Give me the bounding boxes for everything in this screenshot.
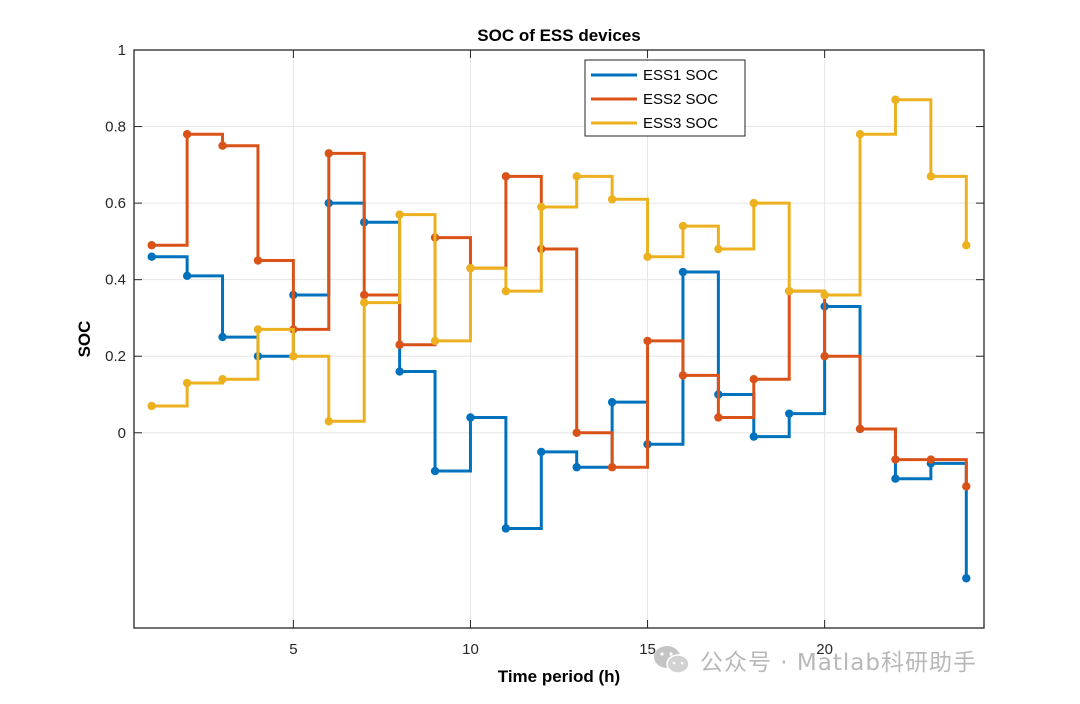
data-point-ess2 xyxy=(572,428,581,437)
y-tick-label: 0.8 xyxy=(105,119,126,136)
data-point-ess3 xyxy=(820,290,829,300)
data-point-ess3 xyxy=(289,352,298,361)
data-point-ess1 xyxy=(749,432,758,441)
legend: ESS1 SOC ESS2 SOC ESS3 SOC xyxy=(584,59,746,137)
x-tick-label: 15 xyxy=(639,641,656,658)
data-point-ess2 xyxy=(678,371,688,380)
data-point-ess2 xyxy=(607,463,617,472)
data-point-ess2 xyxy=(360,290,369,300)
data-point-ess3 xyxy=(749,198,758,208)
axes-box xyxy=(133,49,985,629)
data-point-ess1 xyxy=(607,397,617,407)
data-point-ess3 xyxy=(430,336,440,346)
series-line-ess3 xyxy=(151,98,968,423)
data-point-ess3 xyxy=(147,401,156,411)
data-point-ess2 xyxy=(891,455,900,464)
data-point-ess1 xyxy=(537,447,546,457)
data-point-ess3 xyxy=(324,417,333,426)
data-point-ess3 xyxy=(537,202,546,212)
data-point-ess1 xyxy=(430,466,440,476)
data-point-ess1 xyxy=(891,474,900,483)
data-point-ess1 xyxy=(147,252,156,261)
data-point-ess3 xyxy=(395,210,404,219)
data-point-ess3 xyxy=(182,378,192,388)
plot-area xyxy=(134,50,984,628)
data-point-ess1 xyxy=(395,367,404,376)
data-point-ess1 xyxy=(182,271,192,281)
data-point-ess1 xyxy=(962,574,971,583)
data-point-ess1 xyxy=(572,463,581,472)
data-point-ess3 xyxy=(714,244,723,254)
data-point-ess3 xyxy=(678,221,688,231)
data-point-ess3 xyxy=(926,172,936,181)
data-point-ess3 xyxy=(572,172,581,181)
watermark: 公众号 · Matlab科研助手 xyxy=(652,640,977,680)
data-point-ess3 xyxy=(785,286,794,296)
data-point-ess1 xyxy=(678,267,688,277)
data-point-ess3 xyxy=(466,263,475,273)
x-axis-label: Time period (h) xyxy=(498,667,620,686)
y-axis-label: SOC xyxy=(75,321,94,358)
data-point-ess2 xyxy=(501,172,511,181)
legend-label-ess3: ESS3 SOC xyxy=(643,115,718,132)
data-point-ess2 xyxy=(855,424,865,434)
y-tick-label: 1 xyxy=(118,42,126,59)
data-point-ess3 xyxy=(962,241,971,250)
data-point-ess1 xyxy=(785,409,794,418)
data-point-ess3 xyxy=(253,325,263,334)
x-tick-label: 5 xyxy=(289,641,297,658)
data-point-ess3 xyxy=(360,298,369,307)
data-point-ess2 xyxy=(643,336,652,346)
data-point-ess2 xyxy=(218,141,227,150)
data-point-ess2 xyxy=(182,130,192,139)
data-point-ess2 xyxy=(395,340,404,349)
data-point-ess2 xyxy=(926,455,936,464)
y-tick-label: 0.4 xyxy=(105,272,126,289)
data-point-ess3 xyxy=(891,95,900,104)
data-point-ess3 xyxy=(218,374,227,384)
series-group xyxy=(147,95,971,583)
y-tick-label: 0.6 xyxy=(105,195,126,212)
data-point-ess3 xyxy=(501,286,511,296)
data-point-ess2 xyxy=(253,256,263,265)
data-point-ess1 xyxy=(218,332,227,342)
chart-title: SOC of ESS devices xyxy=(477,26,640,45)
data-point-ess2 xyxy=(749,374,758,384)
series-line-ess2 xyxy=(151,132,968,487)
x-tick-label: 10 xyxy=(462,641,479,658)
legend-label-ess2: ESS2 SOC xyxy=(643,91,718,108)
watermark-text: 公众号 · Matlab科研助手 xyxy=(700,650,977,676)
data-point-ess2 xyxy=(714,413,723,422)
y-tick-label: 0.2 xyxy=(105,348,126,365)
wechat-icon xyxy=(654,646,690,674)
data-point-ess1 xyxy=(501,524,511,533)
data-point-ess3 xyxy=(607,195,617,204)
axis-ticks: 5 10 15 20 0 0.2 0.4 0.6 0.8 1 xyxy=(105,42,984,658)
y-tick-label: 0 xyxy=(118,425,126,442)
data-point-ess3 xyxy=(643,252,652,261)
data-point-ess2 xyxy=(962,482,971,491)
data-point-ess2 xyxy=(820,352,829,361)
x-tick-label: 20 xyxy=(816,641,833,658)
legend-label-ess1: ESS1 SOC xyxy=(643,67,718,84)
data-point-ess2 xyxy=(324,149,333,158)
data-point-ess1 xyxy=(466,413,475,422)
data-point-ess3 xyxy=(855,130,865,139)
data-point-ess2 xyxy=(147,241,156,250)
